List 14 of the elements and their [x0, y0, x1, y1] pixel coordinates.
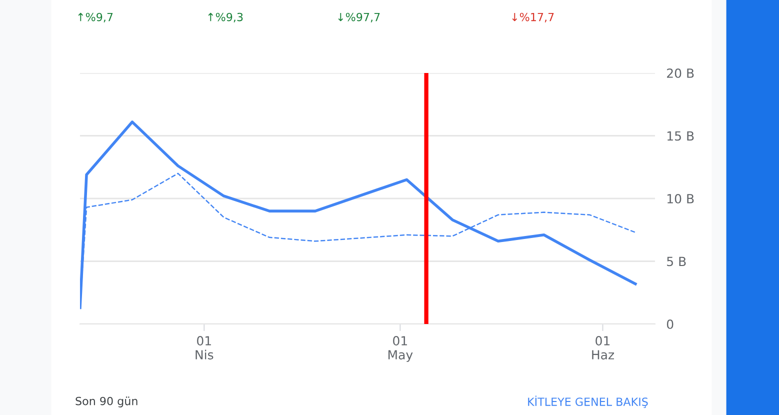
x-tick-label: 01 Haz [592, 336, 614, 360]
y-tick-label: 5 B [667, 256, 686, 266]
x-tick-label: 01 May [388, 336, 413, 362]
text: ↑%9,7 [78, 12, 113, 22]
y-tick-label: 20 B [667, 68, 694, 78]
text: ↓%97,7 [338, 12, 380, 22]
x-tick-label: 01 Nis [196, 336, 214, 360]
text: ↑%9,3 [208, 12, 243, 22]
y-tick-label: 15 B [667, 131, 694, 141]
text: ↓%17,7 [512, 12, 554, 22]
text: Son 90 gün [76, 396, 138, 408]
text: KİTLEYE GENEL BAKIŞ [528, 396, 648, 408]
y-tick-label: 0 [666, 319, 674, 329]
y-tick-label: 10 B [667, 194, 694, 204]
